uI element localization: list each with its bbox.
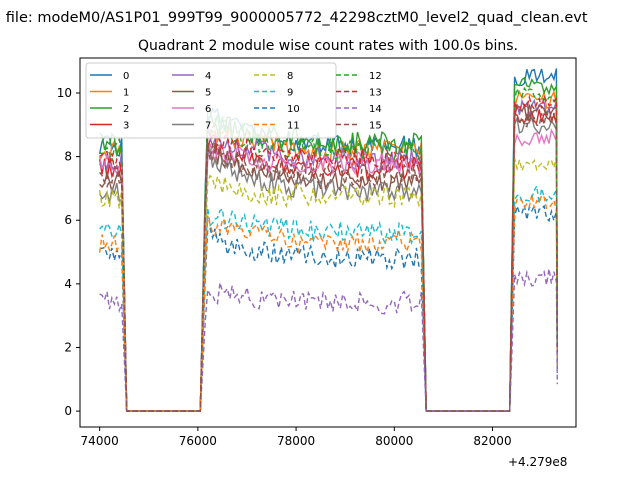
y-tick-label: 4: [64, 277, 72, 291]
y-tick-label: 0: [64, 404, 72, 418]
legend-box: [85, 62, 337, 139]
legend-label-5: 5: [205, 88, 211, 99]
plot-frame: [79, 57, 577, 428]
x-offset-label: +4.279e8: [508, 455, 567, 469]
legend-label-4: 4: [205, 71, 211, 82]
chart-title: Quadrant 2 module wise count rates with …: [138, 38, 518, 54]
legend-label-1: 1: [123, 88, 129, 99]
legend-label-0: 0: [123, 71, 129, 82]
legend-label-14: 14: [369, 104, 382, 115]
legend-label-2: 2: [123, 104, 129, 115]
x-tick-label: 78000: [277, 434, 315, 448]
legend-label-13: 13: [369, 88, 382, 99]
legend-label-10: 10: [287, 104, 300, 115]
legend-label-8: 8: [287, 71, 293, 82]
figure-suptitle: n file: modeM0/AS1P01_999T99_9000005772_…: [0, 10, 588, 26]
y-tick-label: 10: [57, 86, 72, 100]
legend-label-3: 3: [123, 121, 129, 132]
y-tick-label: 6: [64, 213, 72, 227]
x-tick-label: 80000: [375, 434, 413, 448]
y-tick-label: 8: [64, 150, 72, 164]
legend-label-11: 11: [287, 121, 300, 132]
legend-label-15: 15: [369, 121, 382, 132]
series-lines: [98, 68, 558, 412]
x-tick-label: 82000: [473, 434, 511, 448]
x-tick-label: 74000: [81, 434, 119, 448]
series-line-15: [99, 110, 558, 412]
y-axis: 0 2 4 6 8 10: [57, 86, 80, 418]
x-axis: 74000 76000 78000 80000 82000: [81, 427, 512, 448]
legend-label-9: 9: [287, 88, 293, 99]
legend-label-12: 12: [369, 71, 382, 82]
legend-label-7: 7: [205, 121, 211, 132]
y-tick-label: 2: [64, 340, 72, 354]
x-tick-label: 76000: [179, 434, 217, 448]
legend-label-6: 6: [205, 104, 211, 115]
